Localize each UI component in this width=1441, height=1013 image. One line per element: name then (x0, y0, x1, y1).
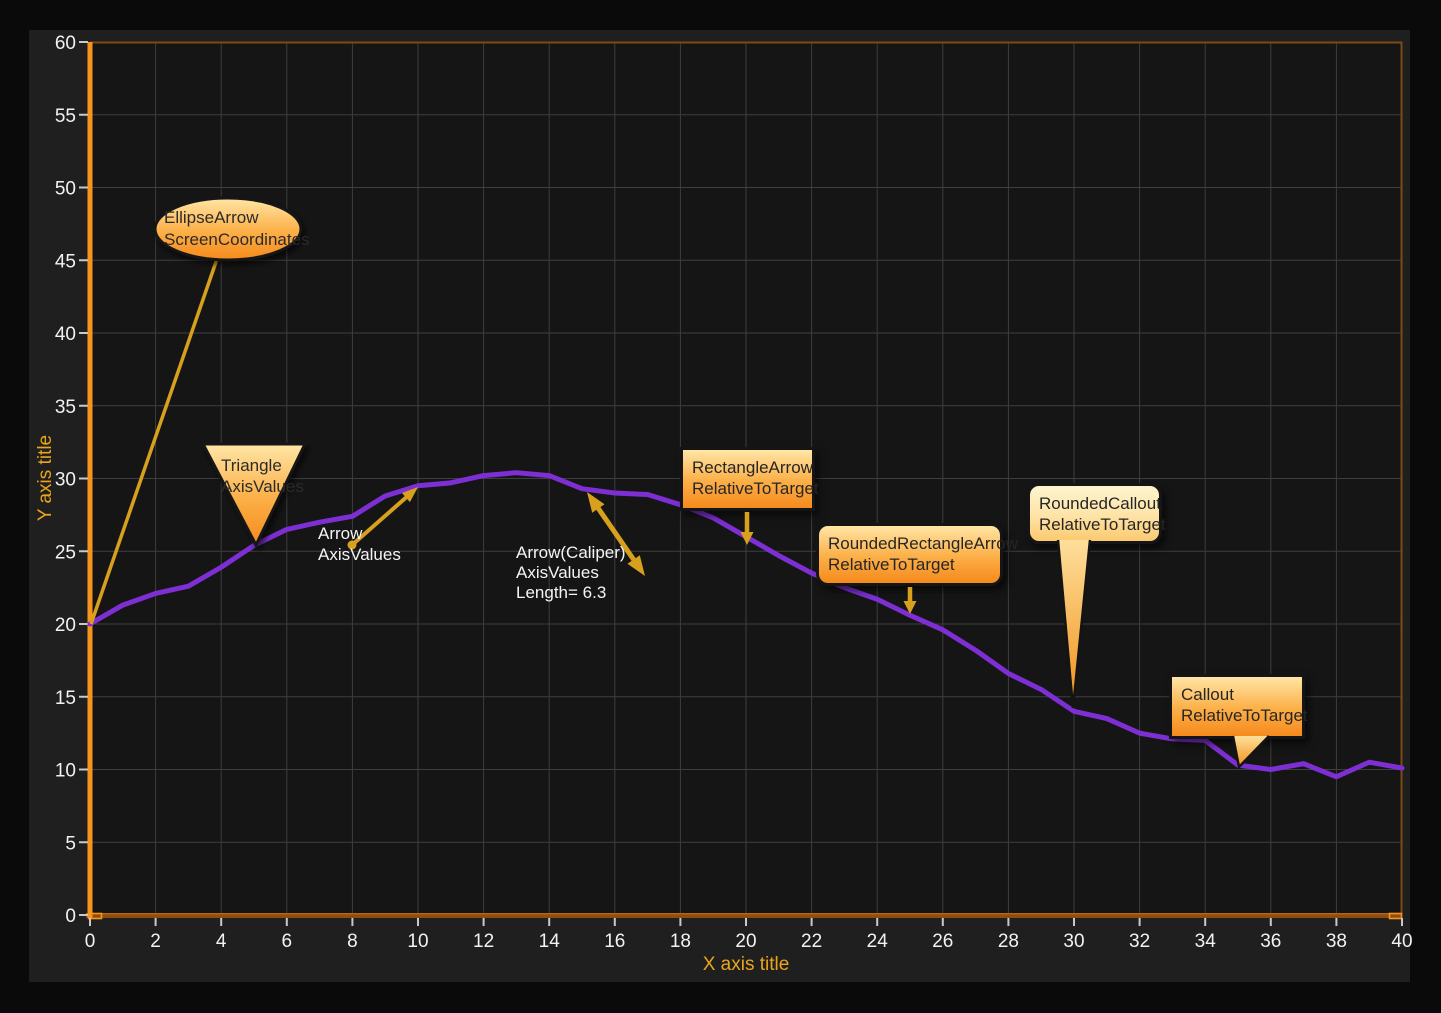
annotation-triangle-label[interactable]: Triangle AxisValues (221, 455, 304, 497)
x-tick-label: 16 (604, 931, 625, 952)
x-tick-label: 14 (539, 931, 561, 952)
annotation-text-line: Length= 6.3 (516, 583, 607, 602)
x-tick-label: 0 (85, 931, 96, 952)
annotation-arrow-label[interactable]: Arrow AxisValues (318, 523, 401, 565)
annotation-text-line: EllipseArrow (164, 208, 259, 227)
x-tick-label: 32 (1129, 931, 1150, 952)
annotation-text-line: Triangle (221, 456, 282, 475)
x-tick-label: 22 (801, 931, 822, 952)
x-tick-label: 30 (1063, 931, 1084, 952)
annotation-rectangle-arrow[interactable]: RectangleArrow RelativeToTarget (680, 447, 819, 511)
x-tick-label: 26 (932, 931, 953, 952)
y-tick-label: 30 (55, 470, 76, 491)
y-tick-label: 55 (55, 106, 76, 127)
y-axis-title: Y axis title (35, 434, 56, 522)
y-tick-label: 15 (55, 688, 76, 709)
x-tick-label: 28 (998, 931, 1019, 952)
y-tick-label: 10 (55, 761, 76, 782)
annotation-text-line: Arrow (318, 524, 363, 543)
x-tick-label: 34 (1195, 931, 1217, 952)
x-axis-title: X axis title (702, 954, 790, 975)
y-axis-line (87, 42, 93, 918)
annotation-text-line: AxisValues (318, 545, 401, 564)
x-tick-label: 38 (1326, 931, 1347, 952)
annotation-callout[interactable]: Callout RelativeToTarget (1169, 674, 1308, 739)
y-tick-label: 35 (55, 397, 76, 418)
y-tick-label: 20 (55, 615, 76, 636)
x-tick-label: 8 (347, 931, 358, 952)
y-tick-label: 5 (65, 833, 76, 854)
x-tick-label: 4 (216, 931, 227, 952)
x-axis-start-cap (87, 912, 103, 920)
annotation-text-line: RelativeToTarget (828, 555, 955, 574)
y-tick-label: 45 (55, 251, 76, 272)
annotation-text-line: RelativeToTarget (1039, 515, 1166, 534)
annotation-text-line: RectangleArrow (692, 458, 813, 477)
x-tick-label: 6 (282, 931, 293, 952)
annotation-text-line: Callout (1181, 685, 1234, 704)
y-tick-label: 0 (65, 906, 76, 927)
annotation-ellipse-label[interactable]: EllipseArrow ScreenCoordinates (164, 207, 310, 251)
annotation-caliper-label[interactable]: Arrow(Caliper) AxisValues Length= 6.3 (516, 543, 626, 603)
x-tick-label: 2 (150, 931, 161, 952)
x-axis-line (86, 913, 1402, 918)
x-tick-label: 12 (473, 931, 494, 952)
annotation-text-line: RelativeToTarget (1181, 706, 1308, 725)
x-tick-label: 18 (670, 931, 691, 952)
y-tick-label: 60 (55, 33, 76, 54)
annotation-text-line: RoundedCallout (1039, 494, 1161, 513)
annotation-text-line: Arrow(Caliper) (516, 543, 626, 562)
x-tick-label: 24 (867, 931, 889, 952)
x-tick-label: 20 (735, 931, 756, 952)
annotation-text-line: RelativeToTarget (692, 479, 819, 498)
y-tick-label: 25 (55, 542, 76, 563)
annotation-rounded-rectangle-arrow[interactable]: RoundedRectangleArrow RelativeToTarget (816, 523, 1018, 586)
x-tick-label: 40 (1391, 931, 1412, 952)
x-tick-label: 36 (1260, 931, 1281, 952)
annotation-text-line: AxisValues (516, 563, 599, 582)
x-axis-end-cap (1388, 912, 1403, 920)
y-tick-label: 40 (55, 324, 76, 345)
x-tick-label: 10 (407, 931, 428, 952)
annotation-text-line: RoundedRectangleArrow (828, 534, 1018, 553)
annotation-text-line: AxisValues (221, 477, 304, 496)
annotation-text-line: ScreenCoordinates (164, 230, 310, 249)
annotation-rounded-callout[interactable]: RoundedCallout RelativeToTarget (1027, 483, 1166, 544)
y-tick-label: 50 (55, 179, 76, 200)
